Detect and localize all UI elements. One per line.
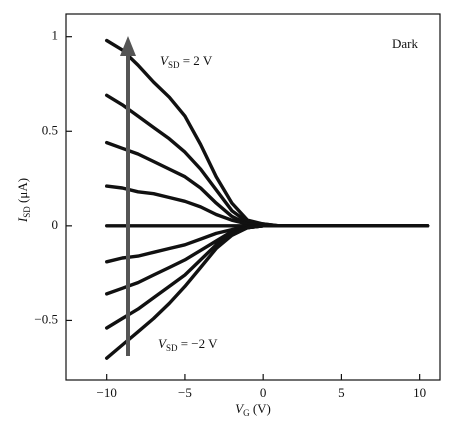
- annotation-main: V: [158, 336, 168, 351]
- x-tick-label: 5: [338, 385, 345, 400]
- x-tick-label: −5: [178, 385, 192, 400]
- annotation-sub: SD: [168, 60, 180, 70]
- y-axis-label: ISD (μA): [15, 178, 32, 223]
- curve: [105, 224, 430, 330]
- y-axis-label-main: I: [15, 217, 30, 223]
- y-axis-label-rest: (μA): [15, 178, 30, 206]
- curve: [105, 224, 430, 296]
- y-axis-label-sub: SD: [22, 206, 32, 218]
- curve: [105, 224, 430, 360]
- x-tick-label: 0: [260, 385, 267, 400]
- x-axis-label-main: V: [235, 401, 245, 416]
- y-tick-label: 0: [52, 217, 59, 232]
- plot-marks: [105, 38, 430, 360]
- y-tick-label: −0.5: [34, 311, 58, 326]
- annotation: VSD = 2 V: [160, 53, 213, 70]
- curve: [105, 184, 430, 228]
- curve: [105, 140, 430, 228]
- x-axis-label: VG (V): [235, 401, 271, 418]
- annotation-sub: SD: [166, 343, 178, 353]
- annotation-rest: = −2 V: [177, 336, 218, 351]
- y-tick-label: 0.5: [42, 122, 58, 137]
- x-axis-label-rest: (V): [250, 401, 271, 416]
- annotation-main: V: [160, 53, 170, 68]
- curve: [105, 224, 430, 264]
- annotation: VSD = −2 V: [158, 336, 218, 353]
- plot-frame: [65, 13, 441, 381]
- annotation: Dark: [392, 36, 418, 51]
- y-tick-label: 1: [52, 28, 59, 43]
- x-tick-label: −10: [97, 385, 117, 400]
- curve: [105, 38, 430, 228]
- x-axis-label-sub: G: [243, 408, 250, 418]
- x-tick-label: 10: [413, 385, 426, 400]
- arrow-head: [120, 36, 136, 56]
- annotation-rest: = 2 V: [179, 53, 212, 68]
